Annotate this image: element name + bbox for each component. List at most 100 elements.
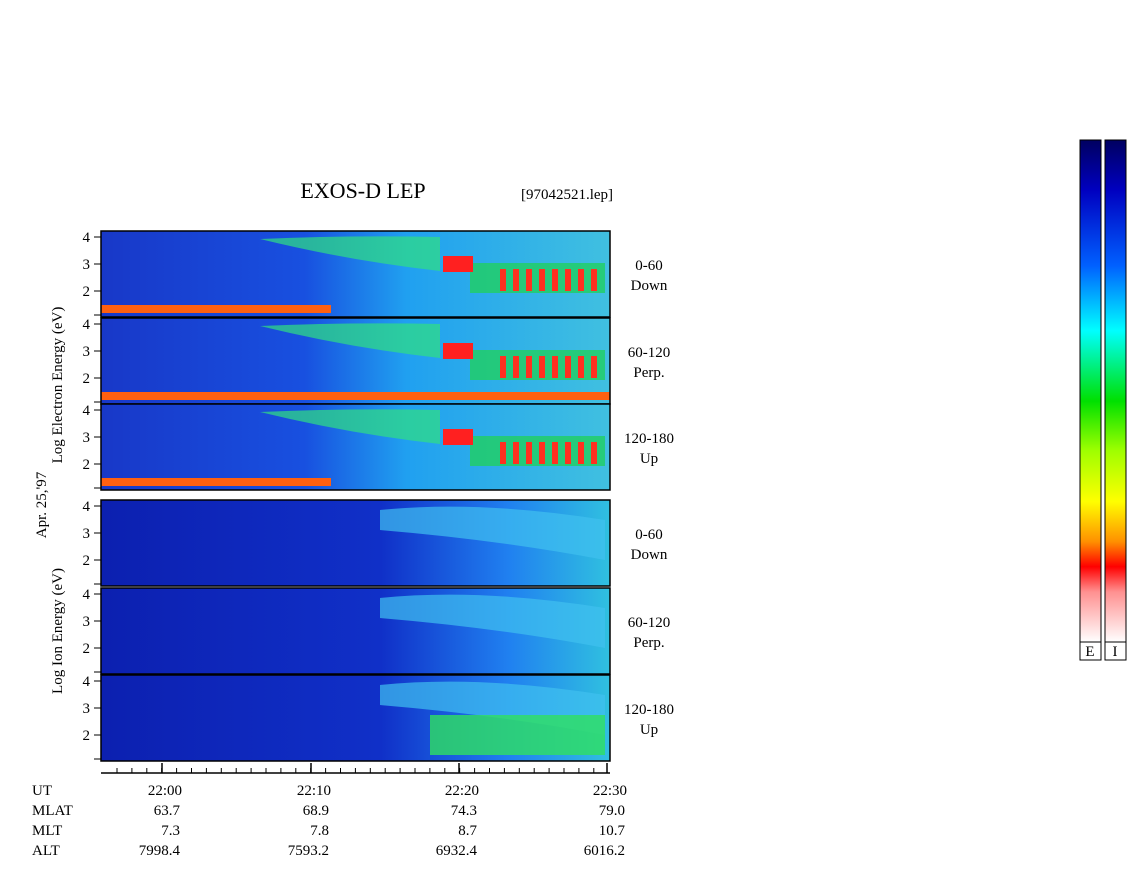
table-cell: 7.8 [310, 823, 329, 839]
table-cell: 7593.2 [288, 843, 329, 859]
spectrogram-feature [513, 356, 519, 378]
spectrogram-feature [500, 356, 506, 378]
y-tick-label: 3 [83, 614, 91, 630]
spectrogram-panel: 4 3 2 60-120 Perp. [83, 587, 671, 675]
spectrogram-panel: 4 3 2 0-60 Down [83, 499, 668, 587]
panel-range: 120-180 [624, 702, 674, 718]
panel-direction: Up [640, 722, 658, 738]
spectrogram-feature [591, 269, 597, 291]
spectrogram-feature [380, 506, 605, 560]
table-cell: 74.3 [451, 803, 477, 819]
spectrogram-feature [591, 356, 597, 378]
spectrogram-feature [470, 436, 605, 466]
colorbar-box [1079, 641, 1102, 661]
panel-direction: Up [640, 451, 658, 467]
panel-direction: Down [631, 278, 668, 294]
spectrogram-feature [500, 269, 506, 291]
y-tick-label: 4 [83, 499, 91, 515]
spectrogram-feature [380, 594, 605, 648]
table-cell: 8.7 [458, 823, 477, 839]
table-cell: 68.9 [303, 803, 329, 819]
colorbar-box [1104, 641, 1127, 661]
table-cell: 6932.4 [436, 843, 478, 859]
y-tick-label: 2 [83, 457, 91, 473]
y-tick-label: 2 [83, 728, 91, 744]
spectrogram-feature [443, 429, 473, 445]
y-tick-label: 2 [83, 553, 91, 569]
spectrogram-panel: 4 3 2 120-180 Up [83, 674, 674, 762]
title: EXOS-D LEP [300, 178, 425, 203]
spectrogram-feature [513, 269, 519, 291]
table-cell: 79.0 [599, 803, 625, 819]
panel-direction: Perp. [633, 635, 664, 651]
y-tick-label: 2 [83, 641, 91, 657]
colorbar-label: E [1085, 644, 1094, 660]
table-cell: 6016.2 [584, 843, 625, 859]
table-cell: 22:20 [445, 783, 479, 799]
spectrogram-feature [526, 442, 532, 464]
spectrogram-feature [470, 263, 605, 293]
y-tick-label: 3 [83, 344, 91, 360]
spectrogram-feature [430, 715, 605, 755]
spectrogram-feature [101, 305, 331, 313]
panel-range: 60-120 [628, 615, 671, 631]
spectrogram-feature [539, 269, 545, 291]
spectrogram-feature [565, 269, 571, 291]
spectrogram-feature [443, 256, 473, 272]
panel-frame [100, 587, 611, 675]
panel-direction: Down [631, 547, 668, 563]
table-cell: 7998.4 [139, 843, 181, 859]
table-cell: 10.7 [599, 823, 626, 839]
colorbar-label: I [1113, 644, 1118, 660]
panel-frame [100, 403, 611, 491]
colorbar-ion [1104, 139, 1127, 643]
panel-range: 0-60 [635, 527, 663, 543]
spectrogram-feature [539, 356, 545, 378]
spectrogram-feature [500, 442, 506, 464]
spectrogram-feature [591, 442, 597, 464]
date-label: Apr. 25,'97 [34, 471, 50, 538]
panel-range: 120-180 [624, 431, 674, 447]
electron-axis-label: Log Electron Energy (eV) [50, 307, 66, 464]
y-tick-label: 3 [83, 701, 91, 717]
spectrogram-feature [552, 442, 558, 464]
table-cell: 22:00 [148, 783, 182, 799]
spectrogram-feature [260, 236, 440, 271]
spectrogram-feature [526, 356, 532, 378]
spectrogram-feature [578, 356, 584, 378]
spectrogram-feature [578, 269, 584, 291]
file-name: [97042521.lep] [521, 187, 613, 203]
y-tick-label: 4 [83, 230, 91, 246]
spectrogram-panel: 4 3 2 0-60 Down [83, 230, 668, 318]
panel-range: 60-120 [628, 345, 671, 361]
colorbars: E I [1079, 139, 1127, 661]
spectrogram-feature [578, 442, 584, 464]
spectrogram-feature [526, 269, 532, 291]
panel-range: 0-60 [635, 258, 663, 274]
y-tick-label: 2 [83, 284, 91, 300]
row-label: UT [32, 783, 52, 799]
y-tick-label: 3 [83, 526, 91, 542]
table-cell: 7.3 [161, 823, 180, 839]
table-cell: 63.7 [154, 803, 181, 819]
row-label: ALT [32, 843, 60, 859]
spectrogram-panel: 4 3 2 120-180 Up [83, 403, 674, 491]
spectrogram-feature [513, 442, 519, 464]
y-tick-label: 2 [83, 371, 91, 387]
y-tick-label: 4 [83, 317, 91, 333]
spectrogram-feature [470, 350, 605, 380]
spectrogram-feature [565, 356, 571, 378]
table-cell: 22:30 [593, 783, 627, 799]
panel-frame [100, 230, 611, 318]
y-tick-label: 4 [83, 587, 91, 603]
spectrogram-feature [260, 409, 440, 444]
y-tick-label: 3 [83, 257, 91, 273]
spectrogram-feature [552, 269, 558, 291]
spectrogram-feature [443, 343, 473, 359]
spectrogram-feature [539, 442, 545, 464]
spectrogram-feature [101, 392, 610, 400]
row-label: MLAT [32, 803, 73, 819]
ion-axis-label: Log Ion Energy (eV) [50, 568, 66, 694]
spectrogram-panel: 4 3 2 60-120 Perp. [83, 317, 671, 405]
